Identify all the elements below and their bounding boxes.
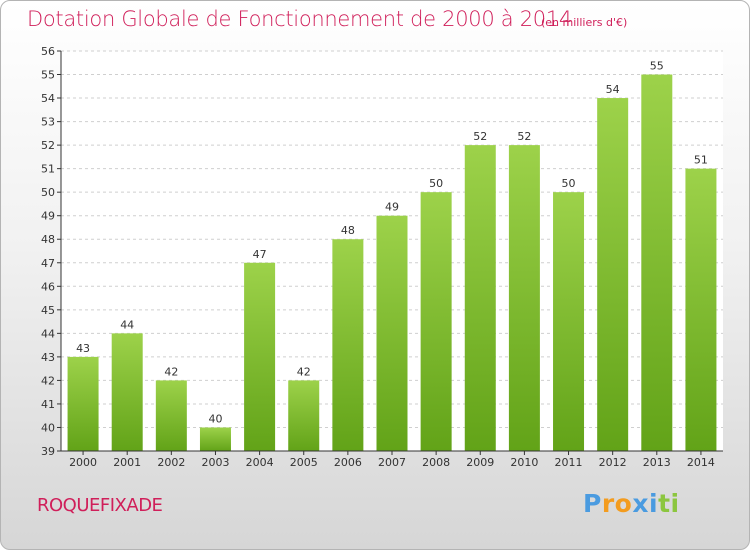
y-tick-label: 52 [41, 139, 55, 152]
x-tick-label: 2008 [422, 456, 450, 469]
commune-name: ROQUEFIXADE [37, 495, 163, 516]
bar [155, 380, 187, 451]
data-label: 48 [341, 224, 355, 237]
bar [641, 74, 673, 451]
logo-letter: i [670, 489, 680, 518]
data-label: 50 [562, 177, 576, 190]
logo-letter: i [649, 489, 659, 518]
logo-letter: r [601, 489, 615, 518]
bar [244, 262, 276, 451]
y-tick-label: 54 [41, 92, 55, 105]
logo-letter: P [583, 489, 602, 518]
data-label: 43 [76, 342, 90, 355]
chart-title: Dotation Globale de Fonctionnement de 20… [27, 7, 572, 31]
logo-letter: o [614, 489, 633, 518]
y-tick-label: 39 [41, 445, 55, 458]
bar [111, 333, 143, 451]
unit-note: (en milliers d'€) [541, 16, 628, 29]
bar [376, 215, 408, 451]
bar [288, 380, 320, 451]
y-tick-label: 49 [41, 210, 55, 223]
bar [685, 168, 717, 451]
data-label: 49 [385, 201, 399, 214]
data-label: 42 [164, 365, 178, 378]
bar [67, 356, 99, 451]
proxiti-logo: Proxiti [583, 489, 680, 518]
bar [332, 239, 364, 451]
y-tick-label: 41 [41, 398, 55, 411]
data-label: 47 [253, 248, 267, 261]
x-tick-label: 2005 [290, 456, 318, 469]
x-tick-label: 2012 [599, 456, 627, 469]
x-tick-label: 2003 [201, 456, 229, 469]
data-label: 54 [606, 83, 620, 96]
data-label: 44 [120, 318, 134, 331]
bar [508, 145, 540, 451]
data-label: 55 [650, 60, 664, 73]
x-tick-label: 2002 [157, 456, 185, 469]
x-tick-label: 2009 [466, 456, 494, 469]
y-tick-label: 48 [41, 233, 55, 246]
x-tick-label: 2001 [113, 456, 141, 469]
data-label: 52 [473, 130, 487, 143]
y-tick-label: 55 [41, 69, 55, 82]
y-tick-label: 51 [41, 163, 55, 176]
x-tick-label: 2000 [69, 456, 97, 469]
y-tick-label: 45 [41, 304, 55, 317]
y-tick-label: 53 [41, 116, 55, 129]
y-tick-label: 47 [41, 257, 55, 270]
bar [420, 192, 452, 452]
x-tick-label: 2006 [334, 456, 362, 469]
x-tick-label: 2010 [510, 456, 538, 469]
x-tick-label: 2011 [555, 456, 583, 469]
bar [199, 427, 231, 451]
bar [597, 98, 629, 451]
y-tick-label: 46 [41, 280, 55, 293]
y-tick-label: 56 [41, 45, 55, 58]
logo-letter: x [632, 489, 649, 518]
x-tick-label: 2013 [643, 456, 671, 469]
data-label: 52 [517, 130, 531, 143]
bar [553, 192, 585, 452]
data-label: 50 [429, 177, 443, 190]
data-label: 51 [694, 154, 708, 167]
bar [464, 145, 496, 451]
x-tick-label: 2004 [246, 456, 274, 469]
logo-letter: t [658, 489, 671, 518]
x-tick-label: 2014 [687, 456, 715, 469]
y-tick-label: 40 [41, 421, 55, 434]
data-label: 40 [208, 412, 222, 425]
y-tick-label: 43 [41, 351, 55, 364]
y-tick-label: 44 [41, 327, 55, 340]
x-tick-label: 2007 [378, 456, 406, 469]
data-label: 42 [297, 365, 311, 378]
y-tick-label: 50 [41, 186, 55, 199]
y-tick-label: 42 [41, 374, 55, 387]
